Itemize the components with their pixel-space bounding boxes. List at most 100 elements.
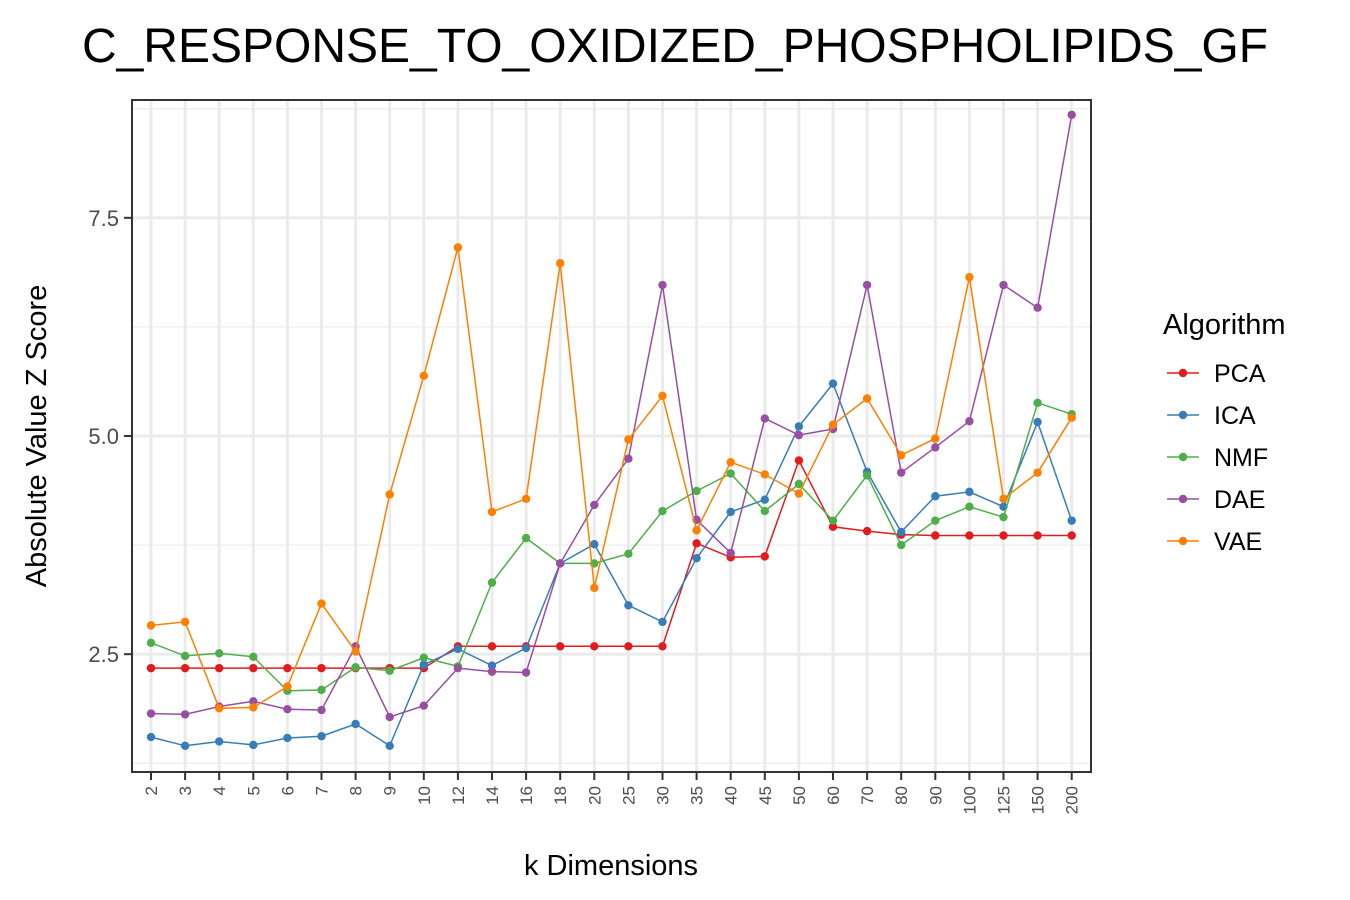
data-point-dae [521, 668, 531, 677]
data-point-ica [351, 719, 360, 729]
x-axis: 2 3 4 5 6 7 8 9 10 12 14 16 18 20 25 30 35 40 45 50 60 70 80 90… [142, 772, 1082, 814]
data-point-nmf [215, 649, 224, 658]
y-tick-label: 5.0 [88, 424, 119, 449]
data-point-dae [590, 500, 599, 510]
data-point-dae [487, 667, 497, 676]
data-point-vae [351, 647, 360, 656]
data-point-ica [726, 507, 735, 517]
data-point-dae [317, 705, 326, 715]
data-point-pca [828, 522, 838, 531]
data-point-dae [897, 468, 906, 477]
data-point-ica [760, 495, 769, 504]
x-tick-label: 18 [551, 786, 570, 805]
data-point-dae [556, 559, 565, 568]
data-point-vae [999, 494, 1008, 504]
data-point-vae [965, 272, 974, 282]
x-tick-label: 200 [1063, 786, 1082, 814]
data-point-ica [317, 732, 326, 741]
data-point-pca [180, 663, 190, 673]
x-tick-label: 2 [142, 786, 161, 795]
data-point-pca [146, 663, 156, 673]
x-tick-label: 30 [654, 786, 673, 805]
data-point-pca [999, 531, 1008, 540]
data-point-vae [215, 704, 224, 713]
data-point-pca [862, 526, 872, 536]
x-axis-title: k Dimensions [524, 850, 698, 882]
data-point-pca [487, 642, 497, 651]
data-point-vae [317, 599, 326, 608]
x-tick-label: 14 [483, 786, 502, 805]
legend-key-point [1178, 536, 1188, 546]
x-tick-label: 125 [995, 786, 1014, 814]
data-point-vae [385, 490, 394, 499]
x-tick-label: 45 [756, 786, 775, 805]
data-point-vae [692, 526, 701, 535]
series-ica [146, 379, 1076, 751]
chart-title: C_RESPONSE_TO_OXIDIZED_PHOSPHOLIPIDS_GF [82, 20, 1268, 73]
data-point-nmf [897, 540, 906, 550]
data-point-nmf [965, 502, 974, 511]
data-point-vae [521, 494, 531, 504]
data-point-pca [931, 531, 940, 540]
data-point-pca [1067, 531, 1076, 540]
legend-title: Algorithm [1163, 309, 1286, 341]
data-point-pca [658, 642, 667, 651]
data-point-ica [487, 661, 497, 670]
data-point-vae [556, 259, 565, 268]
grid-minor [132, 107, 1091, 765]
data-point-vae [249, 703, 258, 712]
series-line-dae [150, 114, 1073, 718]
data-point-nmf [862, 471, 872, 480]
x-tick-label: 12 [449, 786, 468, 805]
data-point-ica [215, 737, 224, 746]
data-point-ica [897, 527, 906, 537]
data-point-nmf [351, 663, 360, 672]
data-point-pca [760, 552, 769, 561]
x-tick-label: 50 [790, 786, 809, 805]
x-tick-label: 16 [517, 786, 536, 805]
data-point-dae [658, 280, 667, 290]
data-point-vae [590, 583, 599, 593]
data-point-ica [419, 660, 428, 669]
data-point-nmf [249, 652, 258, 661]
data-point-dae [760, 414, 769, 423]
legend-key-point [1178, 494, 1188, 504]
series-line-pca [151, 458, 1072, 669]
data-point-dae [624, 454, 633, 463]
data-point-ica [794, 422, 804, 431]
data-point-ica [692, 553, 701, 563]
data-point-vae [146, 621, 156, 630]
data-point-nmf [146, 638, 156, 648]
data-point-vae [624, 435, 633, 444]
data-point-dae [283, 704, 292, 714]
data-point-nmf [726, 469, 735, 478]
data-point-nmf [999, 512, 1008, 522]
data-point-pca [317, 663, 326, 673]
data-point-nmf [385, 666, 394, 675]
legend-label: VAE [1214, 528, 1262, 556]
data-point-nmf [317, 685, 326, 695]
y-tick-label: 7.5 [88, 206, 119, 231]
data-point-pca [215, 663, 224, 673]
data-point-dae [794, 430, 804, 440]
data-point-pca [624, 642, 633, 651]
data-point-pca [692, 539, 701, 548]
legend-item-dae: DAE [1167, 486, 1265, 514]
data-point-vae [828, 420, 838, 429]
x-tick-label: 150 [1029, 786, 1048, 814]
x-tick-label: 8 [347, 786, 366, 795]
legend: Algorithm PCA ICA NMF DAE VAE [1163, 309, 1286, 556]
data-point-nmf [521, 533, 531, 543]
y-axis-title: Absolute Value Z Score [21, 285, 53, 588]
x-tick-label: 40 [722, 786, 741, 805]
x-tick-label: 20 [585, 786, 604, 805]
legend-item-pca: PCA [1167, 360, 1266, 388]
legend-label: ICA [1214, 402, 1256, 430]
data-point-ica [180, 741, 190, 751]
data-point-ica [1067, 516, 1076, 525]
data-point-vae [794, 489, 804, 498]
data-point-ica [385, 741, 394, 751]
data-point-vae [862, 394, 872, 403]
data-point-dae [931, 443, 940, 452]
